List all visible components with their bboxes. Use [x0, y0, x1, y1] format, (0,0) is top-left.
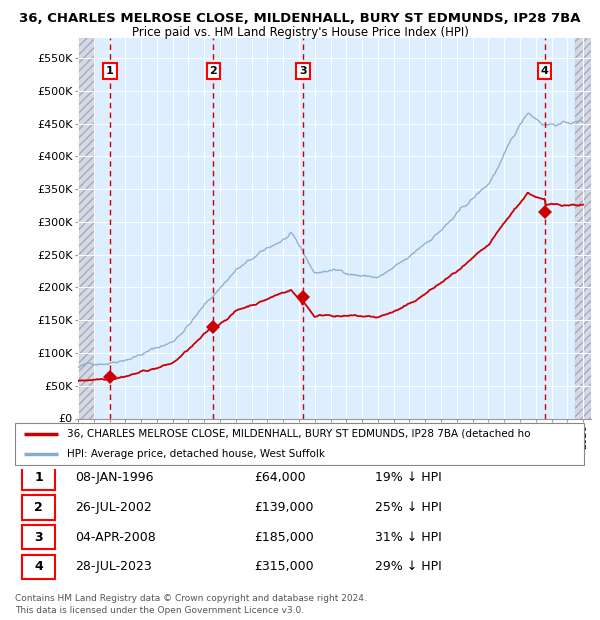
- Text: HPI: Average price, detached house, West Suffolk: HPI: Average price, detached house, West…: [67, 449, 325, 459]
- Text: £185,000: £185,000: [254, 531, 314, 544]
- Text: 19% ↓ HPI: 19% ↓ HPI: [375, 471, 442, 484]
- Text: 26-JUL-2002: 26-JUL-2002: [76, 501, 152, 514]
- Text: 36, CHARLES MELROSE CLOSE, MILDENHALL, BURY ST EDMUNDS, IP28 7BA: 36, CHARLES MELROSE CLOSE, MILDENHALL, B…: [19, 12, 581, 25]
- Bar: [575, 38, 591, 418]
- Text: 3: 3: [299, 66, 307, 76]
- Text: £315,000: £315,000: [254, 560, 314, 573]
- Bar: [78, 38, 94, 418]
- Text: £139,000: £139,000: [254, 501, 313, 514]
- Text: 4: 4: [541, 66, 548, 76]
- Bar: [78, 38, 94, 418]
- Text: 4: 4: [34, 560, 43, 573]
- FancyBboxPatch shape: [22, 554, 55, 578]
- Text: 28-JUL-2023: 28-JUL-2023: [76, 560, 152, 573]
- FancyBboxPatch shape: [22, 525, 55, 549]
- Text: 1: 1: [34, 471, 43, 484]
- Text: 29% ↓ HPI: 29% ↓ HPI: [375, 560, 442, 573]
- Bar: [575, 38, 591, 418]
- Text: 3: 3: [34, 531, 43, 544]
- Text: 04-APR-2008: 04-APR-2008: [76, 531, 156, 544]
- Text: 25% ↓ HPI: 25% ↓ HPI: [375, 501, 442, 514]
- FancyBboxPatch shape: [22, 495, 55, 520]
- Text: 2: 2: [34, 501, 43, 514]
- FancyBboxPatch shape: [15, 423, 584, 465]
- Text: 08-JAN-1996: 08-JAN-1996: [76, 471, 154, 484]
- Text: £64,000: £64,000: [254, 471, 305, 484]
- FancyBboxPatch shape: [22, 466, 55, 490]
- Text: 2: 2: [209, 66, 217, 76]
- Text: 31% ↓ HPI: 31% ↓ HPI: [375, 531, 442, 544]
- Text: 1: 1: [106, 66, 114, 76]
- Text: Price paid vs. HM Land Registry's House Price Index (HPI): Price paid vs. HM Land Registry's House …: [131, 26, 469, 39]
- Text: 36, CHARLES MELROSE CLOSE, MILDENHALL, BURY ST EDMUNDS, IP28 7BA (detached ho: 36, CHARLES MELROSE CLOSE, MILDENHALL, B…: [67, 428, 530, 439]
- Text: Contains HM Land Registry data © Crown copyright and database right 2024.
This d: Contains HM Land Registry data © Crown c…: [15, 594, 367, 615]
